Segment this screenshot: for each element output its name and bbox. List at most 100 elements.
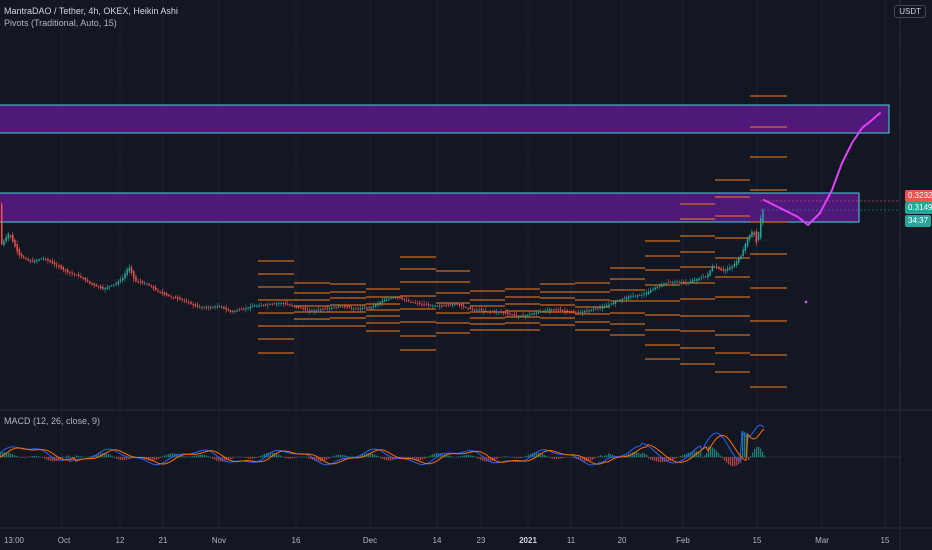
macd-histogram-bar [466,455,468,458]
candle-body [361,308,364,310]
macd-histogram-bar [656,457,658,462]
candle-body [353,308,355,310]
macd-histogram-bar [460,456,462,458]
candle-body [258,305,260,307]
candle-body [36,259,38,262]
macd-histogram-bar [156,457,158,460]
candle-body [34,260,36,263]
macd-histogram-bar [262,454,264,458]
macd-histogram-bar [70,457,72,460]
macd-histogram-bar [632,452,634,458]
macd-histogram-bar [392,457,394,461]
candle-body [324,308,326,310]
macd-histogram-bar [36,455,38,458]
macd-histogram-bar [544,454,546,458]
candle-body [548,309,551,312]
candle-body [232,311,234,312]
macd-histogram-bar [384,457,386,460]
macd-histogram-bar [698,451,700,458]
projection-marker [804,300,808,304]
candle-body [313,310,315,312]
x-tick-label: 13:00 [4,536,25,545]
candle-body [632,295,634,297]
candle-body [443,305,445,306]
macd-histogram-bar [734,457,736,467]
candle-body [287,303,289,305]
macd-histogram-bar [300,456,302,458]
candle-body [315,310,318,312]
candle-body [47,259,49,261]
macd-histogram-bar [292,457,294,459]
macd-histogram-bar [472,455,474,458]
macd-histogram-bar [290,457,292,459]
x-tick-label: 21 [159,536,168,545]
macd-histogram-bar [66,456,68,458]
candle-body [762,210,764,224]
candle-body [282,302,285,304]
candle-body [236,310,238,312]
macd-histogram-bar [534,452,536,458]
candle-body [566,310,568,312]
candle-body [755,231,758,243]
candle-body [487,311,489,312]
macd-histogram-bar [244,457,246,458]
macd-histogram-bar [576,457,578,460]
macd-histogram-bar [512,457,514,458]
candle-body [23,256,25,258]
macd-histogram-bar [702,457,704,458]
macd-histogram-bar [432,454,434,458]
candle-body [581,311,584,313]
candle-body [155,287,157,290]
candle-body [727,268,729,271]
macd-histogram-bar [214,457,216,460]
candle-body [707,274,709,278]
candle-body [97,286,100,288]
pivots-legend[interactable]: Pivots (Traditional, Auto, 15) [4,18,117,28]
macd-histogram-bar [234,457,236,458]
candle-body [309,310,311,312]
macd-histogram-bar [238,456,240,458]
macd-histogram-bar [542,453,544,458]
macd-histogram-bar [518,457,520,459]
candle-body [716,266,718,268]
macd-histogram-bar [196,455,198,458]
macd-histogram-bar [14,455,16,458]
symbol-legend[interactable]: MantraDAO / Tether, 4h, OKEX, Heikin Ash… [4,6,178,16]
candle-body [364,307,366,309]
currency-badge[interactable]: USDT [894,5,926,18]
macd-legend[interactable]: MACD (12, 26, close, 9) [4,416,101,426]
candle-body [245,308,247,310]
macd-histogram-bar [324,457,326,461]
macd-histogram-bar [122,457,124,461]
macd-histogram-bar [232,457,234,459]
candle-body [449,304,452,306]
candle-body [511,314,513,316]
macd-histogram-bar [732,457,734,467]
candle-body [650,290,652,293]
candle-body [80,276,82,278]
candle-body [744,243,747,251]
candle-body [423,303,425,305]
macd-histogram-bar [280,455,282,458]
macd-histogram-bar [362,454,364,458]
candle-body [397,296,399,298]
candle-body [687,282,689,284]
macd-histogram-bar [714,448,716,458]
candle-body [515,315,518,316]
candle-body [128,267,131,272]
candle-body [698,278,700,280]
candle-body [696,278,698,281]
macd-histogram-bar [690,452,692,458]
macd-histogram-bar [50,457,52,462]
macd-histogram-bar [228,457,230,460]
candle-body [522,314,524,316]
candle-body [641,295,643,296]
candle-body [628,296,630,299]
macd-histogram-bar [754,448,756,458]
candle-body [678,282,681,284]
macd-histogram-bar [278,454,280,458]
macd-histogram-bar [550,457,552,458]
macd-histogram-bar [286,457,288,459]
